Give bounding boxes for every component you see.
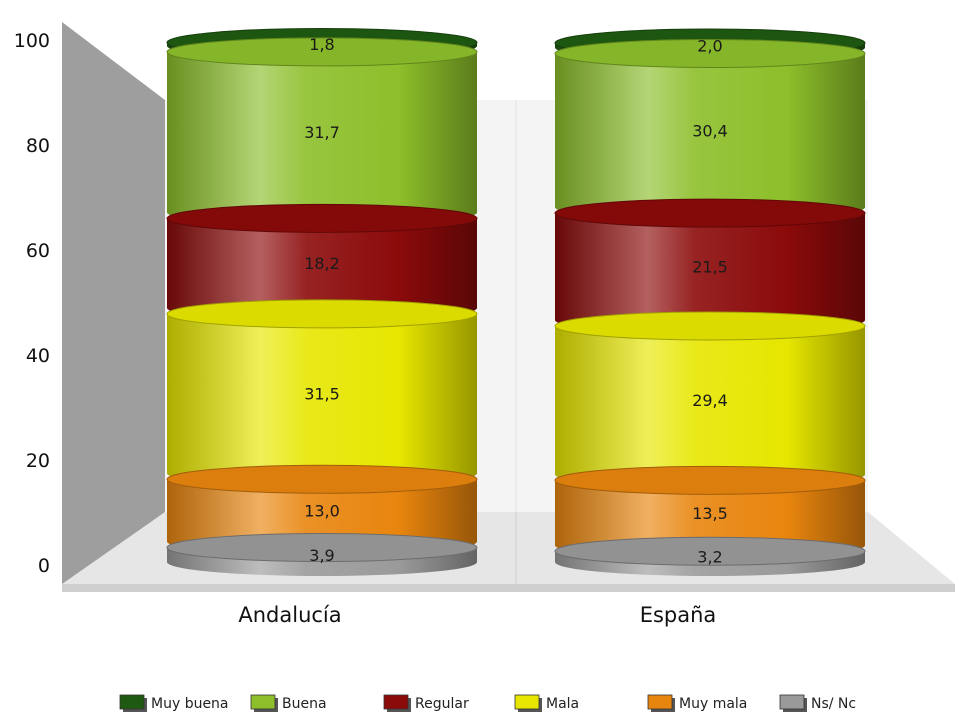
- data-label: 30,4: [692, 121, 728, 140]
- bar-segment-top: [166, 37, 478, 67]
- legend-label: Buena: [282, 696, 327, 712]
- x-category-label: España: [640, 603, 717, 627]
- y-tick-label: 60: [26, 240, 50, 262]
- legend-label: Regular: [415, 696, 469, 712]
- bar-segment-top: [166, 533, 478, 563]
- bar-segment: [167, 51, 477, 227]
- legend-swatch: [383, 694, 409, 710]
- data-label: 3,2: [697, 548, 722, 567]
- legend-item: Muy buena: [119, 694, 229, 712]
- data-label: 13,0: [304, 501, 340, 520]
- bar-segment: [167, 218, 477, 322]
- legend-swatch: [119, 694, 145, 710]
- bar-segment-top: [554, 465, 866, 495]
- bar-segment-top: [166, 203, 478, 233]
- bar-segment: [555, 325, 865, 489]
- legend-item: Ns/ Nc: [779, 694, 856, 712]
- bar-segment: [555, 53, 865, 222]
- legend-label: Muy buena: [151, 696, 229, 712]
- bar-segment: [167, 313, 477, 488]
- data-label: 21,5: [692, 258, 728, 277]
- data-label: 2,0: [697, 36, 722, 55]
- legend-label: Muy mala: [679, 696, 747, 712]
- y-tick-label: 0: [38, 555, 50, 577]
- legend-swatch: [647, 694, 673, 710]
- legend-swatch: [250, 694, 276, 710]
- floor-edge: [62, 584, 955, 592]
- data-label: 13,5: [692, 504, 728, 523]
- legend-swatch: [779, 694, 805, 710]
- legend-item: Muy mala: [647, 694, 747, 712]
- bar-segment-top: [554, 39, 866, 68]
- data-label: 31,7: [304, 123, 340, 142]
- y-tick-label: 100: [14, 30, 50, 52]
- legend-swatch: [514, 694, 540, 710]
- bar-segment-top: [554, 536, 866, 566]
- data-label: 29,4: [692, 391, 728, 410]
- y-tick-label: 20: [26, 450, 50, 472]
- data-label: 18,2: [304, 254, 340, 273]
- side-wall: [62, 22, 165, 588]
- bar-segment-top: [554, 198, 866, 228]
- legend-item: Buena: [250, 694, 327, 712]
- x-category-label: Andalucía: [238, 603, 341, 627]
- data-label: 1,8: [309, 35, 334, 54]
- legend-label: Mala: [546, 696, 579, 712]
- data-label: 31,5: [304, 385, 340, 404]
- bar-segment: [555, 213, 865, 334]
- legend-item: Regular: [383, 694, 469, 712]
- legend-item: Mala: [514, 694, 579, 712]
- y-tick-label: 80: [26, 135, 50, 157]
- bar-segment-top: [166, 299, 478, 329]
- bar-segment-top: [166, 464, 478, 494]
- bar-segment-top: [554, 311, 866, 341]
- y-tick-label: 40: [26, 345, 50, 367]
- legend-label: Ns/ Nc: [811, 696, 856, 712]
- data-label: 3,9: [309, 546, 334, 565]
